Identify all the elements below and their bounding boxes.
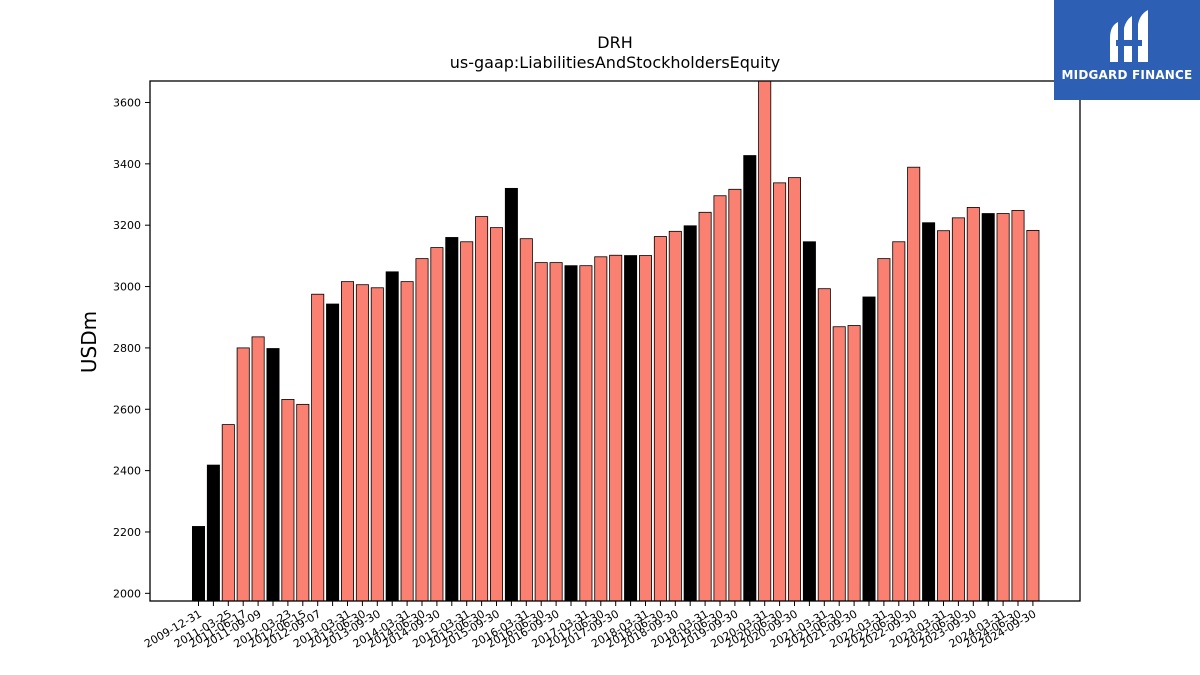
bar-2018-06-30 <box>653 236 667 602</box>
y-tick-label: 3000 <box>113 281 141 294</box>
bar-2015-03-31 <box>460 241 474 602</box>
plot-frame <box>149 80 1081 602</box>
y-tick-label: 2800 <box>113 342 141 355</box>
bar-2023-06-30 <box>951 217 965 602</box>
bar-2011-03-25 <box>221 424 235 602</box>
bar-2024-03-31 <box>996 213 1010 602</box>
y-tick-label: 3600 <box>113 96 141 109</box>
x-axis-ticks: 2009-12-312011-03-252011-06-172011-09-09… <box>142 601 1038 651</box>
bar-2011-09-09 <box>251 336 265 602</box>
bar-2024-06-30 <box>1011 210 1025 602</box>
bar-2014-06-30 <box>415 258 429 602</box>
y-tick-label: 2000 <box>113 587 141 600</box>
bar-2015-06-30 <box>475 216 489 602</box>
bar-2024-09-30 <box>1026 229 1040 602</box>
bar-2009-12-31 <box>191 526 205 602</box>
bar-2013-06-30 <box>355 284 369 602</box>
bar-2022-09-30 <box>907 166 921 602</box>
bar-2023-09-30 <box>966 206 980 602</box>
bar-2018-09-30 <box>668 230 682 602</box>
bar-2016-03-31 <box>519 238 533 602</box>
chart-subtitle: us-gaap:LiabilitiesAndStockholdersEquity <box>450 53 781 72</box>
bar-2016-09-30 <box>549 262 563 602</box>
bar-2020-09-30 <box>788 177 802 602</box>
bar-2013-03-31 <box>340 281 354 602</box>
bar-2021-03-31 <box>817 288 831 602</box>
bar-2015-12-31 <box>504 187 518 602</box>
bar-2016-06-30 <box>534 262 548 602</box>
bar-2012-06-15 <box>296 403 310 602</box>
bar-2020-06-30 <box>773 182 787 602</box>
bars-group <box>191 80 1040 602</box>
bar-2019-03-31 <box>698 211 712 602</box>
bar-2018-12-31 <box>683 225 697 602</box>
bar-2017-09-30 <box>609 254 623 602</box>
bar-2021-12-31 <box>862 296 876 602</box>
bar-2012-03-23 <box>281 399 295 602</box>
bar-2012-09-07 <box>311 293 325 602</box>
bar-2011-06-17 <box>236 347 250 602</box>
y-tick-label: 3200 <box>113 219 141 232</box>
y-tick-label: 2400 <box>113 465 141 478</box>
bar-2022-06-30 <box>892 241 906 602</box>
y-tick-label: 3400 <box>113 158 141 171</box>
bar-2020-12-31 <box>802 241 816 602</box>
bar-2021-09-30 <box>847 325 861 602</box>
y-axis-ticks: 2000 2200 2400 2600 2800 3000 3200 3400 3600 <box>113 96 150 600</box>
bar-2023-03-31 <box>937 230 951 602</box>
bar-2019-09-30 <box>728 188 742 602</box>
bar-2014-03-31 <box>400 281 414 602</box>
brand-logo: MIDGARD FINANCE <box>1054 0 1200 100</box>
bar-2014-12-31 <box>445 237 459 602</box>
bar-2017-03-31 <box>579 265 593 602</box>
chart-title: DRH <box>597 33 632 52</box>
y-tick-label: 2200 <box>113 526 141 539</box>
bar-2011-12-31 <box>266 348 280 602</box>
midgard-logo-icon <box>1110 10 1148 62</box>
bar-2016-12-31 <box>564 265 578 602</box>
bar-2023-12-31 <box>981 213 995 602</box>
y-tick-label: 2600 <box>113 403 141 416</box>
y-axis-label: USDm <box>77 311 101 373</box>
bar-2013-12-31 <box>385 271 399 602</box>
bar-2019-06-30 <box>713 195 727 602</box>
bar-2013-09-30 <box>370 287 384 602</box>
bar-2017-06-30 <box>594 256 608 602</box>
bar-2019-12-31 <box>743 155 757 602</box>
bar-2017-12-31 <box>624 255 638 602</box>
bar-2010-12-31 <box>206 464 220 602</box>
bar-2020-03-31 <box>758 80 772 602</box>
bar-2021-06-30 <box>832 326 846 602</box>
bar-2012-12-31 <box>326 303 340 602</box>
bar-2014-09-30 <box>430 247 444 602</box>
bar-2022-12-31 <box>922 222 936 602</box>
brand-name: MIDGARD FINANCE <box>1061 68 1193 82</box>
bar-2018-03-31 <box>639 255 653 602</box>
bar-2022-03-31 <box>877 258 891 602</box>
bar-2015-09-30 <box>489 227 503 602</box>
